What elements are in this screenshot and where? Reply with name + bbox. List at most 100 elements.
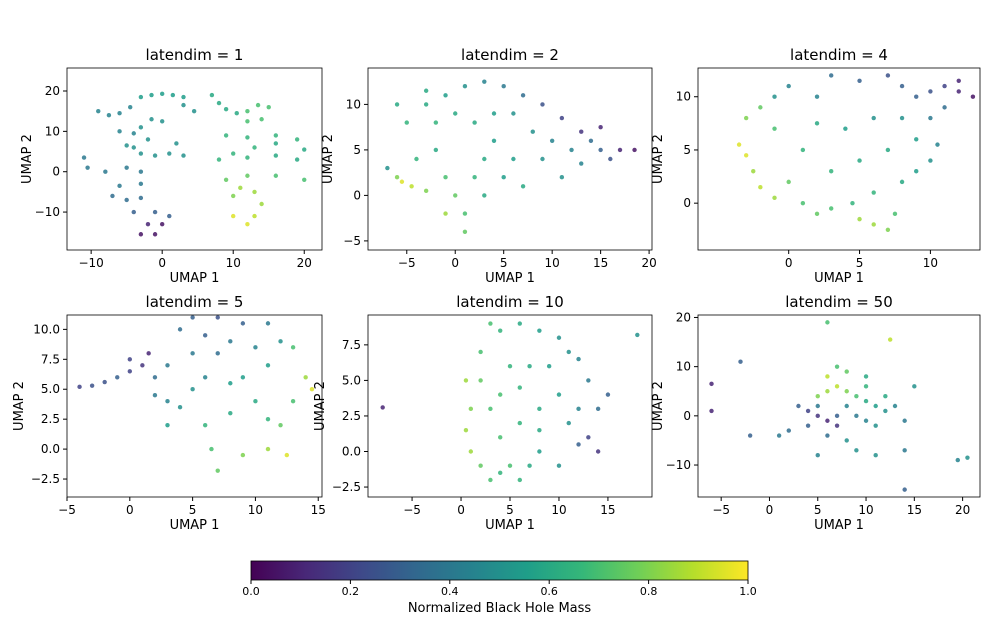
point — [146, 351, 151, 356]
point — [738, 359, 743, 364]
point — [743, 115, 749, 121]
colorbar-tick-label: 0.0 — [242, 585, 260, 598]
y-tick-label: 0 — [683, 196, 691, 210]
point — [914, 169, 919, 174]
colorbar-tick-label: 1.0 — [739, 585, 757, 598]
point — [598, 147, 603, 153]
point — [453, 193, 458, 198]
point — [902, 487, 907, 492]
x-axis-label: UMAP 1 — [170, 518, 220, 533]
point — [736, 142, 742, 147]
x-tick-label: 20 — [297, 256, 312, 270]
point — [433, 147, 439, 153]
point — [850, 200, 855, 206]
point — [914, 94, 919, 99]
point — [873, 423, 878, 428]
point — [234, 110, 239, 116]
point — [635, 332, 640, 338]
x-tick-label: −5 — [58, 503, 76, 517]
point — [935, 142, 940, 147]
y-tick-label: 5 — [353, 143, 361, 157]
point — [462, 229, 468, 234]
point — [834, 364, 840, 369]
point — [579, 161, 584, 166]
point — [863, 398, 869, 404]
y-axis-label: UMAP 2 — [313, 381, 328, 431]
x-tick-label: 0 — [457, 503, 465, 517]
point — [559, 175, 565, 180]
point — [482, 79, 487, 84]
point — [576, 356, 581, 362]
panel: latendim = 50 −5 0 5 10 15 20 −10 0 10 20 UMAP 1 UMA… — [651, 293, 981, 533]
point — [110, 193, 115, 199]
point — [380, 405, 385, 410]
x-tick-label: 0 — [126, 503, 134, 517]
point — [786, 428, 791, 433]
point — [103, 169, 108, 174]
point — [912, 384, 917, 389]
point — [265, 363, 271, 368]
point — [259, 117, 264, 122]
point — [883, 408, 888, 414]
point — [709, 381, 714, 387]
point — [266, 104, 271, 110]
point — [595, 449, 601, 454]
point — [586, 378, 591, 383]
point — [885, 147, 891, 153]
panel: latendim = 4 0 5 10 0 5 10 UMAP 1 UMAP 2 — [651, 46, 981, 286]
y-tick-label: 7.5 — [41, 352, 60, 366]
point — [776, 433, 782, 438]
y-tick-label: 0.0 — [41, 442, 60, 456]
point — [255, 102, 261, 108]
point — [273, 133, 279, 138]
y-tick-label: −2.5 — [332, 480, 361, 494]
point — [190, 315, 195, 320]
point — [181, 102, 186, 108]
point — [165, 399, 170, 404]
point — [517, 477, 522, 483]
point — [834, 423, 840, 428]
x-axis-label: UMAP 1 — [814, 518, 864, 533]
x-tick-label: −5 — [398, 256, 416, 270]
x-tick-label: 10 — [858, 503, 873, 517]
y-tick-label: 10 — [676, 360, 691, 374]
point — [181, 153, 186, 158]
point — [786, 179, 791, 185]
point — [491, 111, 497, 116]
y-tick-label: 10.0 — [33, 322, 60, 336]
point — [209, 92, 215, 98]
point — [772, 195, 777, 201]
point — [223, 133, 229, 138]
point — [488, 406, 493, 412]
x-tick-label: 5 — [814, 503, 822, 517]
x-tick-label: 5 — [189, 503, 197, 517]
panel-title: latendim = 5 — [146, 293, 244, 311]
point — [772, 94, 777, 99]
point — [252, 213, 257, 219]
point — [443, 175, 448, 180]
point — [540, 156, 545, 162]
x-tick-label: 5 — [500, 256, 508, 270]
point — [559, 115, 565, 121]
point — [273, 141, 279, 146]
x-tick-label: 10 — [551, 503, 566, 517]
point — [124, 165, 129, 170]
point — [284, 452, 290, 458]
point — [138, 181, 144, 187]
point — [423, 102, 429, 107]
point — [240, 452, 246, 458]
panel: latendim = 10 −5 0 5 10 15 −2.5 0.0 2.5 5.0 7.5 UMA… — [313, 293, 653, 533]
point — [181, 94, 186, 100]
point — [140, 363, 145, 368]
point — [124, 143, 129, 148]
point — [215, 468, 220, 473]
point — [245, 173, 250, 178]
point — [863, 418, 869, 423]
point — [223, 106, 229, 112]
axes-frame — [367, 67, 653, 251]
point — [815, 393, 820, 399]
point — [145, 137, 151, 142]
panel: latendim = 2 −5 0 5 10 15 20 −5 0 5 10 UMAP 1 UMAP 2 — [321, 46, 657, 286]
point — [520, 93, 526, 98]
